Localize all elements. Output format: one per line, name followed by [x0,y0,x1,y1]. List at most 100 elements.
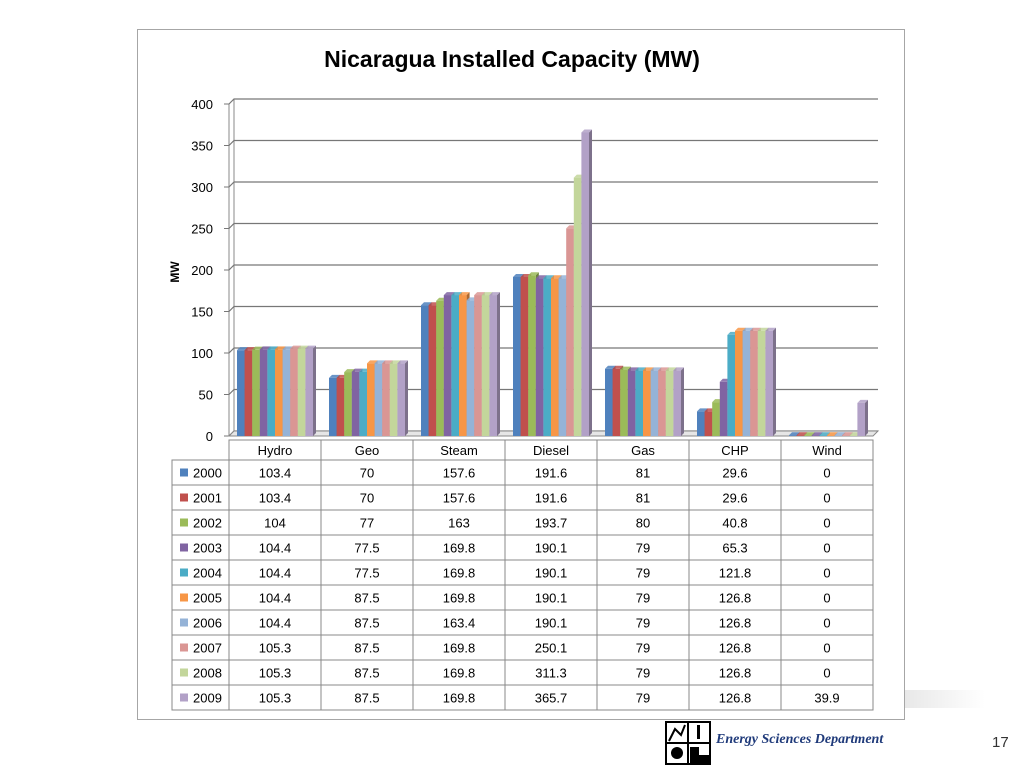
bar-front [397,363,405,436]
bar-top [535,275,547,279]
bar-front [612,368,621,436]
bar-top [735,327,746,331]
bar-front [627,370,636,436]
legend-swatch [180,668,188,677]
data-label: 79 [636,591,650,606]
bar-top [451,292,462,296]
data-label: 169.8 [443,591,476,606]
bar-top [443,292,455,296]
bar-top [627,367,639,371]
legend-swatch [180,618,188,627]
bar-top [650,367,662,371]
data-label: 157.6 [443,466,476,481]
bar-top [796,432,808,436]
bar-top [643,367,654,371]
bar-top [658,367,669,371]
data-label: 0 [823,591,830,606]
department-logo-icon [665,721,711,765]
decorative-shadow [905,690,985,708]
bar-side [405,360,408,436]
bar-front [252,349,260,436]
bar-front [459,295,467,436]
data-label: 157.6 [443,491,476,506]
bar-top [275,346,286,350]
gridline [228,98,878,105]
bar-front [290,348,298,436]
gridline [228,347,878,354]
data-label: 104 [264,516,286,531]
bar-front [451,295,459,436]
bar-side [773,327,776,436]
bar-front [282,349,291,436]
data-label: 87.5 [354,591,379,606]
bar-front [719,381,728,436]
legend-label: 2005 [193,591,222,606]
bar-front [428,305,437,436]
x-tick-label: Diesel [533,443,569,458]
bar-front [712,402,720,436]
bar-top [742,327,754,331]
bar-front [658,370,666,436]
bar-front [650,370,659,436]
data-label: 80 [636,516,650,531]
legend-label: 2003 [193,541,222,556]
bar-front [489,295,497,436]
data-label: 87.5 [354,641,379,656]
bar-side [589,129,592,436]
bar-top [665,367,677,371]
bar-top [367,360,378,364]
bar-top [857,399,868,403]
bar-front [573,177,582,436]
data-label: 126.8 [719,691,752,706]
data-label: 105.3 [259,691,292,706]
bar-top [635,367,646,371]
bar-top [811,432,823,436]
bar-front [329,377,337,436]
bar-front [757,330,766,436]
data-label: 105.3 [259,641,292,656]
bar-top [581,129,592,133]
bar-top [842,432,853,436]
data-label: 104.4 [259,591,292,606]
data-label: 70 [360,491,374,506]
gridline [228,139,878,146]
bar-top [421,302,432,306]
bar-top [389,360,401,364]
data-label: 29.6 [722,491,747,506]
data-label: 0 [823,516,830,531]
data-label: 105.3 [259,666,292,681]
bar-front [750,330,758,436]
data-label: 79 [636,641,650,656]
y-tick-label: 400 [191,97,213,112]
x-tick-label: Gas [631,443,655,458]
data-label: 190.1 [535,616,568,631]
bar-top [267,346,278,350]
data-label: 29.6 [722,466,747,481]
bar-front [605,368,613,436]
bar-front [374,363,383,436]
legend-swatch [180,468,188,477]
bar-top [697,408,708,412]
data-label: 0 [823,566,830,581]
bar-top [489,292,500,296]
bar-top [605,365,616,369]
bar-top [305,345,316,349]
data-label: 169.8 [443,566,476,581]
data-label: 79 [636,616,650,631]
data-label: 0 [823,466,830,481]
bar-front [474,295,482,436]
bar-top [612,365,624,369]
bar-front [535,278,544,436]
data-label: 79 [636,541,650,556]
legend-label: 2009 [193,691,222,706]
bar-front [643,370,651,436]
data-label: 121.8 [719,566,752,581]
bar-front [466,300,475,436]
data-label: 65.3 [722,541,747,556]
x-tick-label: CHP [721,443,748,458]
bar [673,367,684,436]
data-label: 169.8 [443,691,476,706]
bar-top [673,367,684,371]
data-label: 0 [823,541,830,556]
bar-front [421,305,429,436]
